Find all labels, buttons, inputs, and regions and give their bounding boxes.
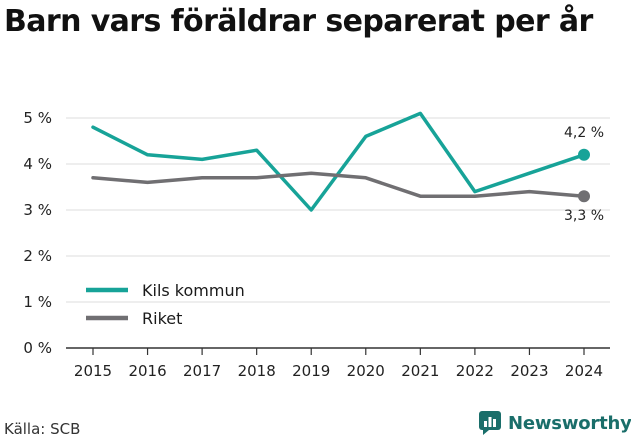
- x-tick-label: 2020: [347, 362, 385, 380]
- legend-label: Riket: [142, 309, 182, 328]
- line-chart: 0 %1 %2 %3 %4 %5 % 2015 2016 2017 2018 2019 2…: [23, 109, 610, 380]
- x-tick-label: 2021: [401, 362, 439, 380]
- x-axis-ticks: 2015 2016 2017 2018 2019 2020 2021 2022 2023 2024: [74, 348, 603, 380]
- x-tick-label: 2019: [292, 362, 330, 380]
- x-tick-label: 2016: [128, 362, 166, 380]
- y-tick-label: 3 %: [23, 201, 52, 219]
- y-axis-ticks: 0 % 1 % 2 % 3 % 4 % 5 %: [23, 109, 52, 357]
- newsworthy-logo[interactable]: Newsworthy: [478, 409, 631, 437]
- x-tick-label: 2023: [510, 362, 548, 380]
- y-tick-label: 0 %: [23, 339, 52, 357]
- x-tick-label: 2018: [238, 362, 276, 380]
- legend: Kils kommun Riket: [86, 281, 245, 328]
- y-tick-label: 4 %: [23, 155, 52, 173]
- x-tick-label: 2015: [74, 362, 112, 380]
- series-end-point: [578, 190, 590, 203]
- series-end-point: [578, 148, 590, 161]
- x-tick-label: 2022: [456, 362, 494, 380]
- y-tick-label: 5 %: [23, 109, 52, 127]
- x-tick-label: 2024: [565, 362, 603, 380]
- chart-title: Barn vars föräldrar separerat per år: [4, 4, 593, 39]
- gridlines: [66, 117, 610, 349]
- end-value-label: 3,3 %: [564, 208, 604, 224]
- legend-label: Kils kommun: [142, 281, 245, 300]
- source-note: Källa: SCB: [4, 420, 81, 438]
- y-tick-label: 2 %: [23, 247, 52, 265]
- series-lines: 4,2 % 3,3 %: [91, 111, 604, 224]
- y-tick-label: 1 %: [23, 293, 52, 311]
- series-line: [91, 171, 586, 198]
- end-value-label: 4,2 %: [564, 125, 604, 141]
- series-line: [91, 111, 586, 212]
- newsworthy-wordmark: Newsworthy: [508, 412, 631, 434]
- x-tick-label: 2017: [183, 362, 221, 380]
- newsworthy-chart-icon: [479, 411, 501, 435]
